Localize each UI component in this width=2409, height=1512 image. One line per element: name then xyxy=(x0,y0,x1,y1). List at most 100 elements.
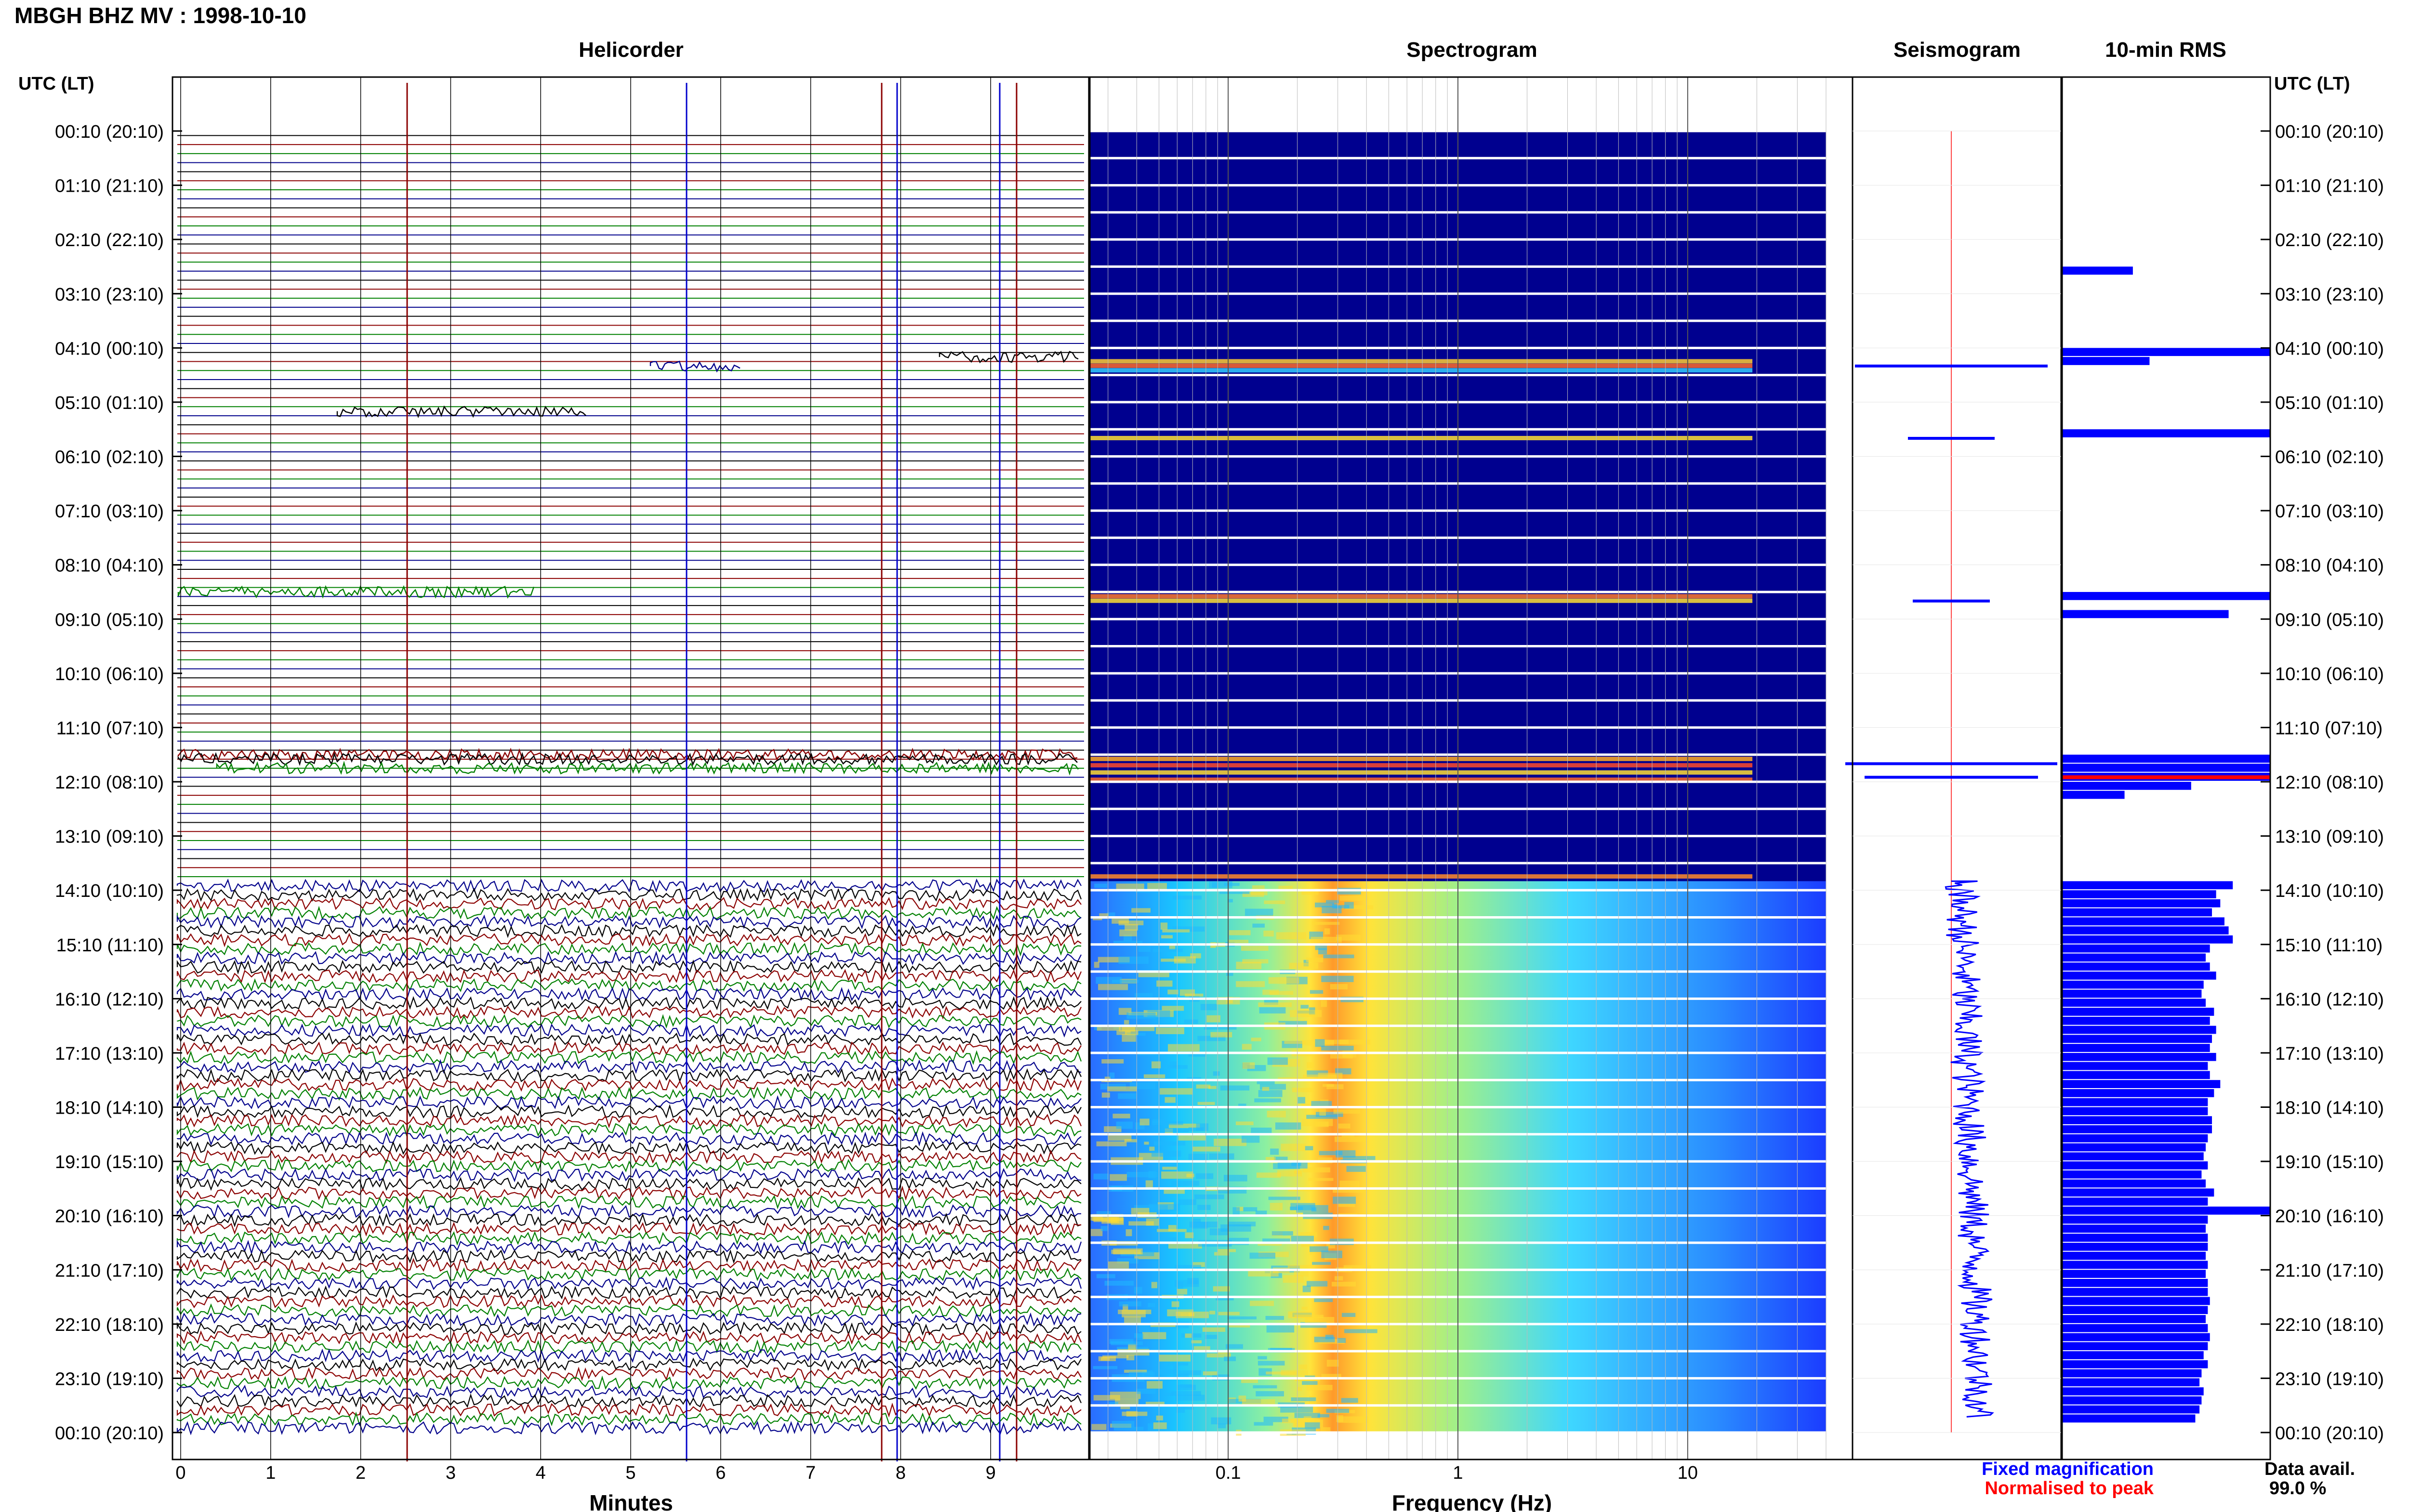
spectrogram-cell xyxy=(1305,1317,1335,1324)
spectrogram-cell xyxy=(1321,1374,1341,1378)
spectrogram-cell xyxy=(1093,1366,1118,1369)
spectrogram-cell xyxy=(1263,1417,1288,1422)
time-tick-label-left: 11:10 (07:10) xyxy=(56,718,164,738)
time-tick-label-right: 10:10 (06:10) xyxy=(2275,664,2384,684)
spectrogram-event-stripe xyxy=(1090,763,1753,768)
helicorder-trace xyxy=(176,969,1082,984)
spectrogram-cell xyxy=(1306,1161,1316,1165)
spectrogram-cell xyxy=(1146,1402,1165,1406)
rms-bar xyxy=(2062,1008,2214,1016)
spectrogram-cell xyxy=(1268,977,1299,984)
spectrogram-cell xyxy=(1171,1181,1200,1186)
spectrogram-cell xyxy=(1297,1387,1302,1391)
spectrogram-cell xyxy=(1188,1127,1204,1131)
spectrogram-cell xyxy=(1123,1304,1128,1311)
spectrogram-cell xyxy=(1203,1371,1218,1376)
spectrogram-cell xyxy=(1206,1353,1231,1358)
spectrogram-cell xyxy=(1125,924,1138,931)
time-tick-label-right: 20:10 (16:10) xyxy=(2275,1207,2384,1227)
spectrogram-cell xyxy=(1177,1288,1188,1295)
spectrogram-cell xyxy=(1143,1074,1165,1078)
spectrogram-cell xyxy=(1192,1146,1220,1152)
spectrogram-x-axis-label: Frequency (Hz) xyxy=(1392,1490,1552,1512)
spectrogram-cell xyxy=(1319,1151,1343,1156)
spectrogram-cell xyxy=(1259,1007,1286,1014)
time-tick-label-right: 00:10 (20:10) xyxy=(2275,1423,2384,1444)
rms-bar xyxy=(2062,1351,2204,1359)
helicorder-trace xyxy=(176,1059,1082,1074)
spectrogram-cell xyxy=(1256,1391,1284,1396)
spectrogram-cell xyxy=(1101,1218,1124,1224)
spectrogram-cell xyxy=(1333,1109,1360,1114)
helicorder-trace xyxy=(176,1276,1082,1291)
spectrogram-cell xyxy=(1197,1102,1215,1105)
spectrogram-cell xyxy=(1152,1119,1167,1123)
time-tick-label-right: 14:10 (10:10) xyxy=(2275,881,2384,901)
spectrogram-cell xyxy=(1159,1354,1191,1362)
rms-bar xyxy=(2062,972,2216,980)
spectrogram-cell xyxy=(1315,1112,1343,1117)
helicorder-x-tick-label: 1 xyxy=(265,1463,276,1483)
spectrogram-cell xyxy=(1326,1359,1339,1367)
spectrogram-cell xyxy=(1094,883,1108,888)
rms-bar xyxy=(2062,1026,2216,1034)
spectrogram-cell xyxy=(1125,1229,1132,1236)
spectrogram-event-stripe xyxy=(1090,757,1753,762)
helicorder-trace xyxy=(176,887,1082,902)
spectrogram-cell xyxy=(1196,1173,1214,1179)
spectrogram-cell xyxy=(1128,1343,1136,1350)
spectrogram-cell xyxy=(1185,1232,1194,1238)
helicorder-trace xyxy=(176,1375,1082,1390)
time-tick-label-left: 00:10 (20:10) xyxy=(55,1423,164,1444)
spectrogram-cell xyxy=(1138,1325,1150,1332)
rms-bar xyxy=(2062,1306,2208,1315)
helicorder-trace xyxy=(176,1005,1082,1020)
helicorder-trace xyxy=(176,1339,1082,1354)
time-tick-label-right: 13:10 (09:10) xyxy=(2275,827,2384,847)
rms-bar xyxy=(2062,1107,2208,1116)
spectrogram-cell xyxy=(1306,1281,1328,1287)
spectrogram-cell xyxy=(1242,1399,1275,1406)
spectrogram-cell xyxy=(1113,1248,1143,1255)
spectrogram-cell xyxy=(1124,1020,1129,1025)
helicorder-trace xyxy=(176,1086,1082,1101)
spectrogram-cell xyxy=(1301,1118,1333,1126)
rms-bar xyxy=(2062,1179,2206,1188)
rms-bar xyxy=(2062,1324,2208,1332)
rms-bar xyxy=(2062,890,2216,898)
spectrogram-cell xyxy=(1318,1073,1343,1079)
rms-bar xyxy=(2062,1170,2202,1179)
helicorder-burst xyxy=(649,360,741,373)
spectrogram-cell xyxy=(1197,1205,1211,1210)
spectrogram-cell xyxy=(1090,1229,1103,1236)
time-tick-label-left: 23:10 (19:10) xyxy=(55,1369,164,1389)
time-tick-label-left: 10:10 (06:10) xyxy=(55,664,164,684)
rms-bar xyxy=(2062,1161,2208,1170)
time-tick-label-left: 14:10 (10:10) xyxy=(55,881,164,901)
helicorder-x-tick-label: 7 xyxy=(806,1463,816,1483)
spectrogram-cell xyxy=(1339,1039,1371,1045)
spectrogram-cell xyxy=(1109,1402,1118,1406)
spectrogram-cell xyxy=(1209,1153,1234,1159)
spectrogram-cell xyxy=(1282,1419,1297,1423)
spectrogram-cell xyxy=(1249,1252,1275,1259)
spectrogram-cell xyxy=(1298,1232,1317,1237)
spectrogram-cell xyxy=(1232,1207,1240,1215)
spectrogram-cell xyxy=(1148,1303,1155,1307)
spectrogram-cell xyxy=(1294,1271,1309,1276)
legend-normalised-to-peak: Normalised to peak xyxy=(1985,1478,2154,1499)
spectrogram-cell xyxy=(1338,1203,1355,1207)
spectrogram-cell xyxy=(1229,930,1251,935)
spectrogram-cell xyxy=(1251,1127,1272,1134)
spectrogram-cell xyxy=(1236,961,1262,969)
spectrogram-cell xyxy=(1339,1181,1360,1188)
time-tick-label-right: 08:10 (04:10) xyxy=(2275,556,2384,576)
spectrogram-cell xyxy=(1242,1062,1255,1069)
rms-bar xyxy=(2062,1188,2214,1197)
rms-bar xyxy=(2062,782,2191,790)
spectrogram-cell xyxy=(1333,1188,1364,1193)
spectrogram-cell xyxy=(1310,936,1342,943)
spectrogram-cell xyxy=(1156,1027,1185,1034)
spectrogram-cell xyxy=(1161,935,1173,939)
time-tick-label-left: 18:10 (14:10) xyxy=(55,1098,164,1118)
